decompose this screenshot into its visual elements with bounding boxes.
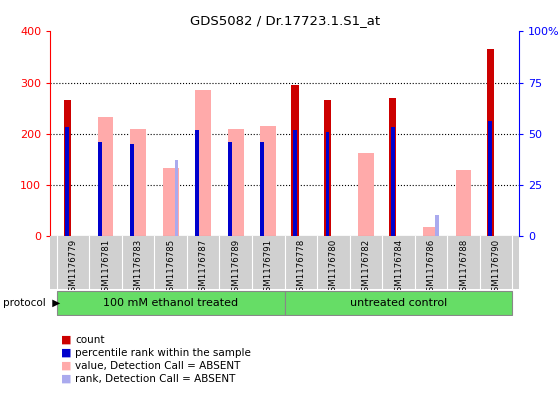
Bar [325, 132, 329, 236]
Text: GSM1176783: GSM1176783 [133, 239, 143, 297]
Bar [98, 117, 113, 236]
Bar [389, 98, 396, 236]
Bar [131, 144, 134, 236]
Bar [261, 142, 264, 236]
Bar [65, 127, 69, 236]
Bar [488, 121, 492, 236]
Text: GSM1176791: GSM1176791 [264, 239, 273, 297]
Text: GSM1176782: GSM1176782 [362, 239, 371, 297]
Bar [487, 49, 494, 236]
Bar [261, 126, 276, 236]
Title: GDS5082 / Dr.17723.1.S1_at: GDS5082 / Dr.17723.1.S1_at [190, 15, 379, 28]
Text: untreated control: untreated control [350, 298, 447, 308]
Bar [291, 85, 299, 236]
Bar [435, 215, 439, 236]
Text: GSM1176787: GSM1176787 [199, 239, 208, 297]
Text: ■: ■ [61, 348, 72, 358]
Bar [195, 90, 211, 236]
Bar [163, 168, 179, 236]
Bar [130, 129, 146, 236]
Bar [175, 160, 179, 236]
Bar [293, 130, 297, 236]
Text: rank, Detection Call = ABSENT: rank, Detection Call = ABSENT [75, 374, 235, 384]
Bar [423, 227, 439, 236]
Text: GSM1176789: GSM1176789 [231, 239, 240, 297]
Bar [228, 129, 244, 236]
Bar [285, 291, 512, 315]
Bar [195, 130, 199, 236]
Text: ■: ■ [61, 374, 72, 384]
Bar [358, 153, 374, 236]
Text: GSM1176780: GSM1176780 [329, 239, 338, 297]
Text: ■: ■ [61, 335, 72, 345]
Text: protocol  ▶: protocol ▶ [3, 298, 60, 309]
Bar [324, 100, 331, 236]
Bar [57, 291, 285, 315]
Text: value, Detection Call = ABSENT: value, Detection Call = ABSENT [75, 361, 240, 371]
Bar [456, 171, 472, 236]
Text: GSM1176788: GSM1176788 [459, 239, 468, 297]
Text: GSM1176781: GSM1176781 [101, 239, 110, 297]
Text: ■: ■ [61, 361, 72, 371]
Text: count: count [75, 335, 105, 345]
Bar [391, 127, 395, 236]
Text: percentile rank within the sample: percentile rank within the sample [75, 348, 251, 358]
Text: GSM1176786: GSM1176786 [426, 239, 436, 297]
Bar [98, 142, 102, 236]
Text: 100 mM ethanol treated: 100 mM ethanol treated [103, 298, 238, 308]
Text: GSM1176779: GSM1176779 [69, 239, 78, 297]
Text: GSM1176778: GSM1176778 [296, 239, 305, 297]
Text: GSM1176785: GSM1176785 [166, 239, 175, 297]
Text: GSM1176784: GSM1176784 [394, 239, 403, 297]
Text: GSM1176790: GSM1176790 [492, 239, 501, 297]
Bar [228, 142, 232, 236]
Bar [64, 100, 71, 236]
